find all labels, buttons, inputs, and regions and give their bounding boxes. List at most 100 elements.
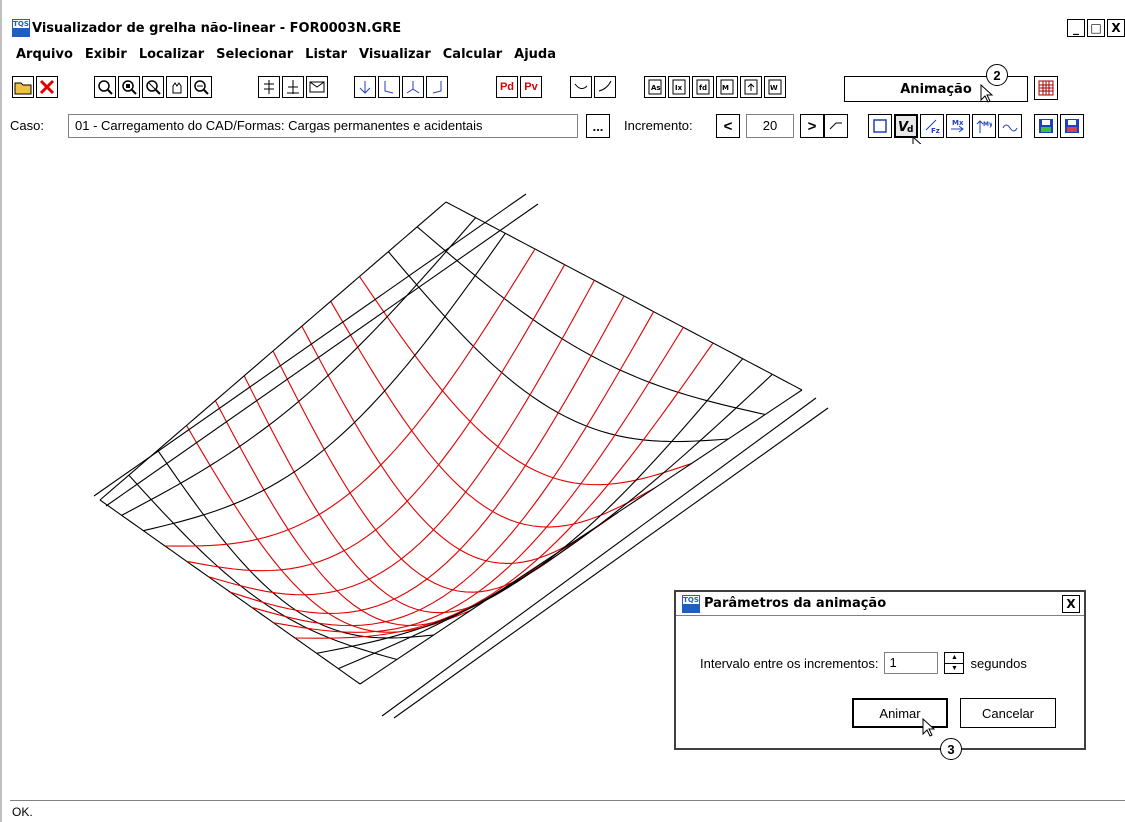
cancel-button[interactable]: Cancelar bbox=[960, 698, 1056, 728]
menu-exibir[interactable]: Exibir bbox=[84, 47, 127, 62]
svg-text:As: As bbox=[651, 84, 661, 92]
animation-dialog: TQS Parâmetros da animação X Intervalo e… bbox=[674, 590, 1086, 750]
mesh-line-v bbox=[99, 201, 447, 501]
pointer-hand-icon[interactable] bbox=[824, 114, 848, 138]
moment-mx-icon[interactable]: Mx bbox=[946, 114, 970, 138]
status-bar: OK. bbox=[10, 800, 1125, 822]
mesh-line-v bbox=[186, 264, 566, 572]
dialog-title-bar: TQS Parâmetros da animação X bbox=[676, 592, 1084, 616]
mesh-line-u bbox=[243, 375, 545, 614]
menu-selecionar[interactable]: Selecionar bbox=[216, 47, 294, 62]
zoom-window-icon[interactable] bbox=[118, 76, 140, 98]
mesh-line-v bbox=[208, 280, 595, 596]
upload-report-icon[interactable] bbox=[740, 76, 762, 98]
m-report-icon[interactable]: M bbox=[716, 76, 738, 98]
svg-text:Mx: Mx bbox=[952, 119, 964, 127]
mesh-line-v bbox=[359, 389, 803, 685]
zoom-in-icon[interactable] bbox=[94, 76, 116, 98]
open-folder-icon[interactable] bbox=[12, 76, 34, 98]
case-field[interactable]: 01 - Carregamento do CAD/Formas: Cargas … bbox=[68, 114, 578, 138]
axis-y-icon[interactable] bbox=[282, 76, 304, 98]
pan-hand-icon[interactable] bbox=[166, 76, 188, 98]
mouse-cursor-icon bbox=[980, 84, 994, 103]
pv-button[interactable]: Pv bbox=[520, 76, 542, 98]
as-report-icon[interactable]: As bbox=[644, 76, 666, 98]
axis-x-icon[interactable] bbox=[258, 76, 280, 98]
mouse-cursor-icon bbox=[922, 718, 936, 737]
mesh-line-v bbox=[164, 248, 536, 547]
w-report-icon[interactable]: W bbox=[764, 76, 786, 98]
zoom-all-icon[interactable] bbox=[142, 76, 164, 98]
delete-x-icon[interactable] bbox=[36, 76, 58, 98]
case-browse-button[interactable]: ... bbox=[586, 114, 610, 138]
grid-icon[interactable] bbox=[1034, 76, 1058, 100]
title-bar: TQS Visualizador de grelha não-linear - … bbox=[10, 16, 1125, 40]
callout-3: 3 bbox=[940, 738, 962, 760]
increment-label: Incremento: bbox=[624, 118, 693, 133]
dialog-close-button[interactable]: X bbox=[1062, 594, 1080, 613]
mesh-line-v bbox=[251, 311, 655, 627]
ix-report-icon[interactable]: Ix bbox=[668, 76, 690, 98]
case-label: Caso: bbox=[10, 118, 44, 133]
force-fz-icon[interactable]: Fz bbox=[920, 114, 944, 138]
toolbar: Pd Pv As Ix fd M W Animação bbox=[10, 74, 1125, 102]
moment-my-icon[interactable]: My bbox=[972, 114, 996, 138]
svg-text:V: V bbox=[898, 120, 909, 134]
menu-calcular[interactable]: Calcular bbox=[442, 47, 503, 62]
close-button[interactable]: X bbox=[1107, 19, 1125, 37]
menu-localizar[interactable]: Localizar bbox=[138, 47, 205, 62]
support-beam-line bbox=[105, 203, 539, 507]
svg-text:W: W bbox=[770, 84, 778, 92]
svg-text:Ix: Ix bbox=[675, 84, 683, 92]
curve-down-icon[interactable] bbox=[570, 76, 592, 98]
menu-listar[interactable]: Listar bbox=[305, 47, 348, 62]
save-green-icon[interactable] bbox=[1034, 114, 1058, 138]
spin-up-icon[interactable]: ▲ bbox=[951, 654, 958, 662]
deformed-grid-mesh bbox=[93, 193, 829, 719]
view-z-left-icon[interactable] bbox=[378, 76, 400, 98]
svg-text:Fz: Fz bbox=[931, 127, 940, 134]
interval-spinner[interactable]: ▲ ▼ bbox=[944, 652, 965, 674]
interval-input[interactable]: 1 bbox=[884, 652, 939, 674]
increment-field[interactable]: 20 bbox=[746, 114, 794, 138]
view-z-down-icon[interactable] bbox=[354, 76, 376, 98]
mesh-line-v bbox=[273, 327, 684, 633]
fd-report-icon[interactable]: fd bbox=[692, 76, 714, 98]
maximize-button[interactable]: □ bbox=[1087, 19, 1105, 37]
callout-2: 2 bbox=[986, 64, 1008, 86]
mesh-line-u bbox=[416, 226, 766, 416]
curve-up-icon[interactable] bbox=[594, 76, 616, 98]
case-bar: Caso: 01 - Carregamento do CAD/Formas: C… bbox=[10, 112, 1125, 140]
mesh-line-v bbox=[143, 233, 506, 532]
mesh-line-v bbox=[338, 373, 773, 670]
dialog-app-icon: TQS bbox=[682, 594, 700, 613]
increment-next-button[interactable]: > bbox=[800, 114, 824, 138]
menu-bar: Arquivo Exibir Localizar Selecionar List… bbox=[10, 44, 562, 66]
save-red-icon[interactable] bbox=[1060, 114, 1084, 138]
support-beam-line bbox=[93, 193, 527, 497]
menu-ajuda[interactable]: Ajuda bbox=[514, 47, 556, 62]
menu-arquivo[interactable]: Arquivo bbox=[16, 47, 73, 62]
menu-visualizar[interactable]: Visualizar bbox=[359, 47, 431, 62]
envelope-icon[interactable] bbox=[306, 76, 328, 98]
wave-icon[interactable] bbox=[998, 114, 1022, 138]
svg-text:M: M bbox=[722, 84, 729, 92]
increment-prev-button[interactable]: < bbox=[716, 114, 740, 138]
mesh-line-v bbox=[294, 342, 714, 639]
view-z-iso-icon[interactable] bbox=[402, 76, 424, 98]
mesh-line-v bbox=[229, 295, 625, 615]
animate-button[interactable]: Animar bbox=[852, 698, 948, 728]
svg-text:My: My bbox=[983, 121, 992, 128]
svg-text:d: d bbox=[907, 125, 913, 134]
interval-label: Intervalo entre os incrementos: bbox=[700, 655, 879, 671]
svg-text:fd: fd bbox=[699, 84, 707, 92]
zoom-out-icon[interactable] bbox=[190, 76, 212, 98]
spin-down-icon[interactable]: ▼ bbox=[945, 662, 964, 674]
minimize-button[interactable]: _ bbox=[1067, 19, 1085, 37]
view-z-right-icon[interactable] bbox=[426, 76, 448, 98]
frame-icon[interactable] bbox=[868, 114, 892, 138]
pd-button[interactable]: Pd bbox=[496, 76, 518, 98]
mesh-line-u bbox=[330, 301, 655, 528]
